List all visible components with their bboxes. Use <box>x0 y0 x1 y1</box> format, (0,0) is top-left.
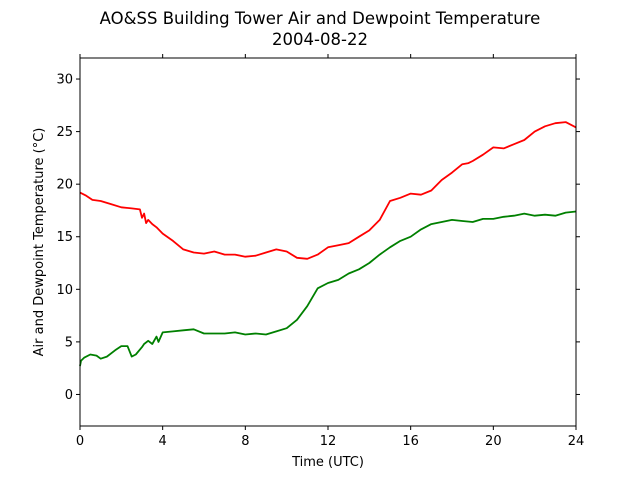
y-axis-label: Air and Dewpoint Temperature (°C) <box>32 128 47 357</box>
chart-title: AO&SS Building Tower Air and Dewpoint Te… <box>100 9 541 28</box>
y-tick-label: 15 <box>56 230 73 245</box>
y-tick-label: 20 <box>56 178 73 193</box>
x-axis-label: Time (UTC) <box>291 455 364 470</box>
x-tick-label: 20 <box>485 434 502 449</box>
x-tick-label: 12 <box>320 434 337 449</box>
y-tick-label: 10 <box>56 283 73 298</box>
x-tick-label: 4 <box>159 434 167 449</box>
y-tick-label: 0 <box>65 388 73 403</box>
chart-subtitle: 2004-08-22 <box>272 30 368 49</box>
series-line-1 <box>79 210 577 367</box>
ticks-layer: 0 4 8 12 16 20 24 0 5 10 15 20 25 30 <box>56 54 584 449</box>
plot-frame <box>79 57 577 427</box>
x-tick-label: 0 <box>76 434 84 449</box>
series-line-0 <box>79 121 577 260</box>
y-tick-label: 25 <box>56 125 73 140</box>
x-tick-label: 16 <box>402 434 419 449</box>
x-tick-label: 8 <box>241 434 249 449</box>
x-tick-label: 24 <box>568 434 585 449</box>
y-tick-label: 30 <box>56 73 73 88</box>
y-tick-label: 5 <box>65 335 73 350</box>
series-layer <box>79 121 577 367</box>
